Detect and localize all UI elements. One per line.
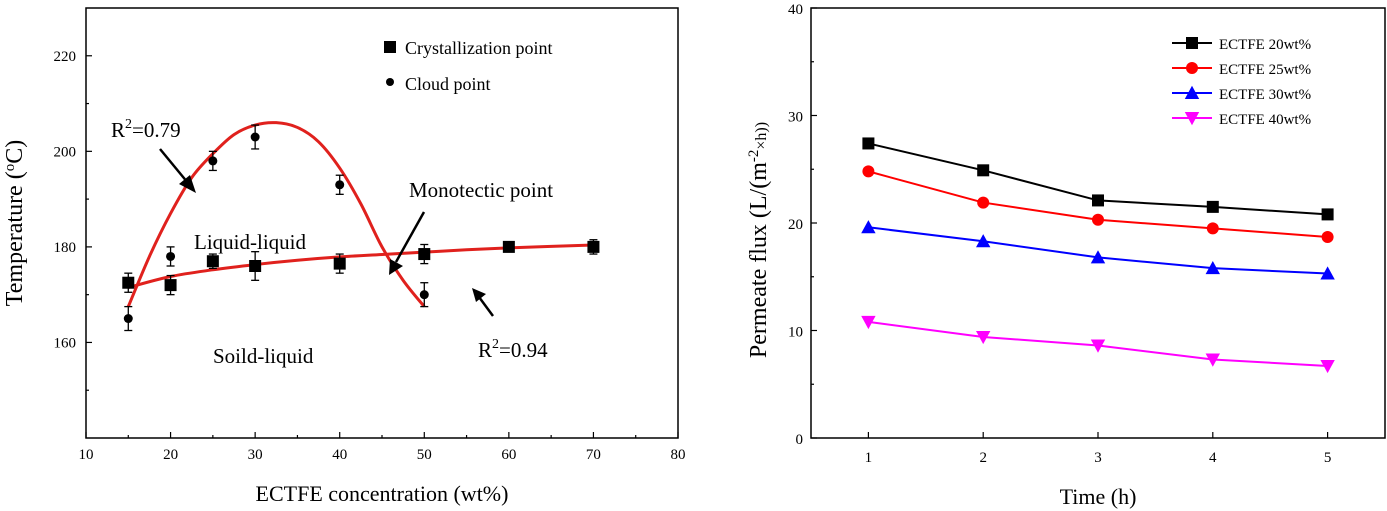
x-tick-label: 4 bbox=[1209, 450, 1217, 466]
legend-marker bbox=[1186, 37, 1198, 49]
crystallization-point bbox=[206, 255, 219, 268]
fit-curves bbox=[126, 121, 594, 308]
data-point bbox=[1321, 208, 1334, 221]
fit-curve bbox=[126, 121, 426, 308]
data-point bbox=[1092, 213, 1104, 226]
x-tick-label: 50 bbox=[417, 447, 432, 463]
crystallization-point bbox=[502, 240, 515, 253]
data-point bbox=[976, 330, 991, 345]
x-axis-label-2: Time (h) bbox=[1060, 484, 1137, 509]
data-point bbox=[862, 165, 875, 178]
arrowhead-monotectic bbox=[389, 259, 403, 275]
data-points bbox=[122, 124, 600, 332]
cloud-point bbox=[335, 180, 345, 190]
legend-label: ECTFE 40wt% bbox=[1219, 112, 1311, 128]
crystallization-point bbox=[164, 279, 177, 292]
r2-cloud-annotation: R2=0.79 bbox=[111, 117, 181, 142]
y-tick-label: 40 bbox=[788, 2, 803, 18]
data-point bbox=[861, 220, 876, 234]
x-tick-label: 60 bbox=[501, 447, 516, 463]
y-tick-label: 0 bbox=[796, 432, 804, 448]
solid-liquid-region-label: Soild-liquid bbox=[213, 344, 314, 368]
legend-label: ECTFE 25wt% bbox=[1219, 62, 1311, 78]
x-tick-label: 30 bbox=[248, 447, 263, 463]
axis-ticks: 10 20 30 40 50 60 70 80 160 180 200 220 bbox=[54, 49, 686, 463]
legend: Crystallization point Cloud point bbox=[384, 38, 552, 94]
plot-frame bbox=[85, 7, 679, 439]
cloud-point bbox=[419, 290, 429, 300]
legend-marker bbox=[1184, 112, 1200, 126]
data-point bbox=[1320, 359, 1335, 374]
crystallization-point bbox=[587, 240, 600, 253]
x-tick-label: 3 bbox=[1094, 450, 1102, 466]
y-tick-label: 180 bbox=[54, 240, 77, 256]
annotation-arrows bbox=[159, 148, 495, 317]
cloud-point bbox=[208, 156, 218, 166]
data-point bbox=[1321, 230, 1334, 243]
flux-chart: 1 2 3 4 5 0 10 20 30 40 Time (h) Permeate flux (L… bbox=[746, 2, 1386, 509]
crystallization-point bbox=[333, 257, 346, 270]
data-point bbox=[1206, 200, 1219, 213]
crystallization-point bbox=[122, 276, 135, 289]
crystallization-point bbox=[418, 248, 431, 261]
series-lines bbox=[861, 137, 1335, 374]
arrow-monotectic bbox=[394, 211, 426, 263]
y-tick-label: 160 bbox=[54, 335, 77, 351]
legend-label: ECTFE 20wt% bbox=[1219, 37, 1311, 53]
legend-marker-circle bbox=[386, 78, 394, 86]
data-point bbox=[1205, 260, 1220, 275]
y-tick-label: 20 bbox=[788, 217, 803, 233]
data-point bbox=[1092, 194, 1104, 207]
cloud-point bbox=[166, 251, 176, 261]
x-tick-label: 80 bbox=[671, 447, 686, 463]
x-tick-label: 40 bbox=[332, 447, 347, 463]
arrow-r2-cryst bbox=[477, 296, 495, 317]
legend-2: ECTFE 20wt% ECTFE 25wt% ECTFE 30wt% ECTFE 4… bbox=[1172, 37, 1311, 128]
data-point bbox=[1205, 353, 1220, 367]
data-point bbox=[861, 315, 876, 330]
data-point bbox=[862, 137, 875, 150]
data-point bbox=[1090, 250, 1106, 264]
cloud-point bbox=[250, 132, 260, 142]
cloud-point bbox=[123, 314, 133, 324]
x-tick-label: 2 bbox=[979, 450, 987, 466]
monotectic-annotation: Monotectic point bbox=[409, 178, 553, 202]
arrow-r2-cloud bbox=[159, 148, 189, 184]
x-tick-label: 5 bbox=[1324, 450, 1332, 466]
data-point bbox=[1090, 339, 1106, 353]
liquid-liquid-region-label: Liquid-liquid bbox=[194, 230, 306, 254]
y-tick-label: 220 bbox=[54, 49, 77, 65]
legend-crystallization: Crystallization point bbox=[405, 38, 552, 58]
phase-diagram-chart: 10 20 30 40 50 60 70 80 160 180 200 220 ECTFE conce… bbox=[2, 7, 686, 506]
r2-cryst-annotation: R2=0.94 bbox=[478, 337, 548, 362]
axis-ticks-2: 1 2 3 4 5 0 10 20 30 40 bbox=[788, 2, 1331, 466]
data-point bbox=[976, 234, 991, 248]
legend-cloud: Cloud point bbox=[405, 74, 491, 94]
legend-marker bbox=[1186, 62, 1198, 74]
arrowhead-r2-cryst bbox=[472, 288, 486, 302]
legend-label: ECTFE 30wt% bbox=[1219, 87, 1311, 103]
legend-marker-square bbox=[384, 41, 396, 53]
arrowhead-r2-cloud bbox=[179, 175, 196, 193]
data-point bbox=[977, 196, 990, 209]
crystallization-point bbox=[249, 260, 262, 272]
y-tick-label: 30 bbox=[788, 110, 803, 126]
x-axis-label: ECTFE concentration (wt%) bbox=[256, 481, 509, 506]
y-axis-label-2: Permeate flux (L/(m-2×h)) bbox=[746, 122, 772, 358]
legend-marker bbox=[1184, 85, 1200, 99]
y-tick-label: 200 bbox=[54, 144, 77, 160]
y-tick-label: 10 bbox=[788, 325, 803, 341]
x-tick-label: 10 bbox=[79, 447, 94, 463]
data-point bbox=[977, 164, 990, 177]
x-tick-label: 1 bbox=[865, 450, 873, 466]
x-tick-label: 20 bbox=[163, 447, 178, 463]
x-tick-label: 70 bbox=[586, 447, 601, 463]
y-axis-label: Temperature (oC) bbox=[2, 140, 28, 306]
data-point bbox=[1206, 222, 1219, 235]
data-point bbox=[1320, 266, 1335, 280]
